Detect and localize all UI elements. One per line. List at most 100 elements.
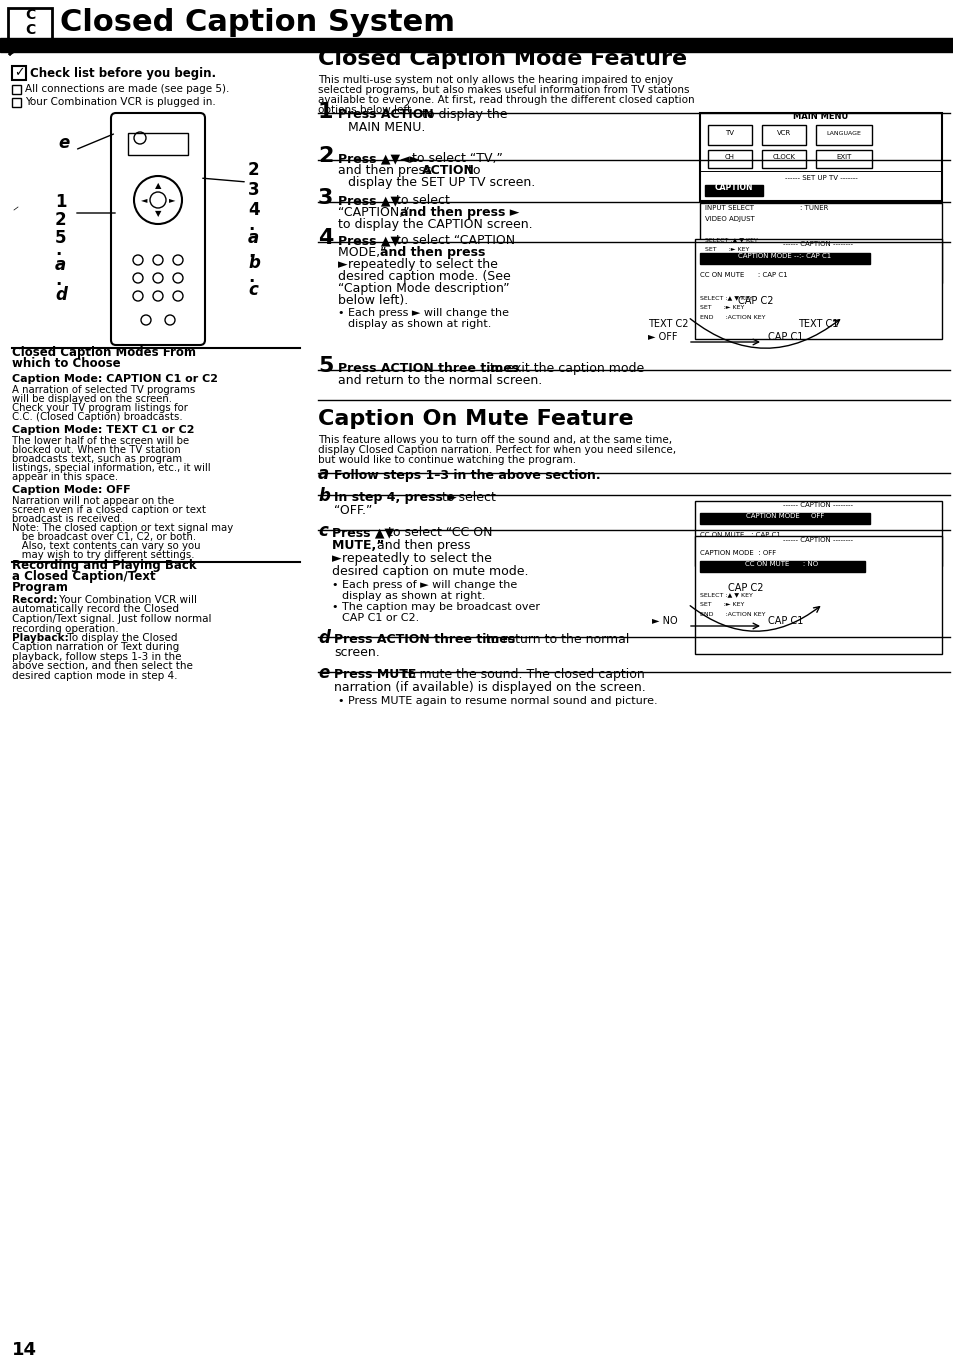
- Text: CC ON MUTE      : CAP C1: CC ON MUTE : CAP C1: [700, 272, 787, 278]
- Text: 2: 2: [317, 146, 333, 166]
- Text: TEXT C1: TEXT C1: [797, 319, 838, 329]
- Text: ✓: ✓: [13, 67, 24, 79]
- Text: 4: 4: [317, 229, 333, 248]
- Text: .: .: [55, 271, 61, 289]
- Bar: [700, 203, 941, 283]
- Text: All connections are made (see page 5).: All connections are made (see page 5).: [25, 84, 229, 94]
- Bar: [707, 151, 751, 168]
- Text: narration (if available) is displayed on the screen.: narration (if available) is displayed on…: [334, 680, 645, 694]
- Bar: [128, 133, 188, 155]
- Text: A narration of selected TV programs: A narration of selected TV programs: [12, 385, 195, 396]
- Bar: [12, 85, 21, 94]
- Text: CC ON MUTE      : NO: CC ON MUTE : NO: [744, 561, 818, 567]
- Bar: [700, 513, 869, 524]
- Text: d: d: [317, 628, 330, 648]
- Text: MODE,”: MODE,”: [337, 246, 390, 259]
- Text: repeatedly to select the: repeatedly to select the: [341, 552, 492, 565]
- Text: options below left.: options below left.: [317, 105, 414, 115]
- Text: and then press: and then press: [337, 164, 435, 177]
- Text: broadcasts text, such as program: broadcasts text, such as program: [12, 455, 182, 464]
- Text: Your Combination VCR will: Your Combination VCR will: [56, 596, 196, 605]
- Text: VCR: VCR: [776, 130, 790, 136]
- Text: 5: 5: [55, 229, 67, 246]
- Text: to select “TV,”: to select “TV,”: [408, 152, 502, 166]
- Text: to select “CAPTION: to select “CAPTION: [392, 234, 515, 246]
- Text: 14: 14: [12, 1342, 37, 1359]
- Text: and return to the normal screen.: and return to the normal screen.: [337, 374, 541, 387]
- Text: ------ CAPTION --------: ------ CAPTION --------: [782, 502, 852, 508]
- Text: Follow steps 1–3 in the above section.: Follow steps 1–3 in the above section.: [334, 470, 600, 482]
- Text: Caption Mode: CAPTION C1 or C2: Caption Mode: CAPTION C1 or C2: [12, 374, 218, 383]
- Text: “Caption Mode description”: “Caption Mode description”: [337, 282, 509, 294]
- Text: Press ▲▼◄►: Press ▲▼◄►: [337, 152, 419, 166]
- Text: SET      :► KEY: SET :► KEY: [704, 246, 749, 252]
- Text: will be displayed on the screen.: will be displayed on the screen.: [12, 394, 172, 404]
- Bar: [12, 66, 26, 79]
- Text: above section, and then select the: above section, and then select the: [12, 661, 193, 672]
- Text: to exit the caption mode: to exit the caption mode: [485, 361, 643, 375]
- Text: CAP C1: CAP C1: [767, 333, 802, 342]
- FancyBboxPatch shape: [111, 114, 205, 345]
- Text: Press ACTION: Press ACTION: [337, 108, 434, 120]
- Text: EXIT: EXIT: [836, 153, 851, 160]
- Text: INPUT SELECT: INPUT SELECT: [704, 205, 753, 211]
- Text: 3: 3: [248, 181, 259, 199]
- Text: • The caption may be broadcast over: • The caption may be broadcast over: [332, 602, 539, 612]
- Text: automatically record the Closed: automatically record the Closed: [12, 605, 179, 615]
- Text: Caption On Mute Feature: Caption On Mute Feature: [317, 409, 633, 428]
- Text: • Each press ► will change the: • Each press ► will change the: [337, 308, 509, 318]
- Text: Check your TV program listings for: Check your TV program listings for: [12, 402, 188, 413]
- Text: Caption Mode: OFF: Caption Mode: OFF: [12, 485, 131, 496]
- Text: CAP C2: CAP C2: [727, 583, 762, 593]
- Text: C.C. (Closed Caption) broadcasts.: C.C. (Closed Caption) broadcasts.: [12, 412, 182, 422]
- Text: repeatedly to select the: repeatedly to select the: [348, 257, 497, 271]
- Text: Note: The closed caption or text signal may: Note: The closed caption or text signal …: [12, 523, 233, 533]
- Bar: [704, 185, 762, 196]
- Text: Caption narration or Text during: Caption narration or Text during: [12, 642, 179, 653]
- Text: listings, special information, etc., it will: listings, special information, etc., it …: [12, 463, 211, 474]
- Text: 1: 1: [317, 103, 334, 122]
- Text: but would like to continue watching the program.: but would like to continue watching the …: [317, 455, 576, 465]
- Text: 2: 2: [55, 211, 67, 229]
- Text: .: .: [55, 241, 61, 259]
- Text: CAPTION MODE  : OFF: CAPTION MODE : OFF: [700, 550, 776, 556]
- Text: to select: to select: [392, 194, 450, 207]
- Text: ------ SET UP TV -------: ------ SET UP TV -------: [783, 175, 857, 181]
- Text: ►: ►: [332, 552, 346, 565]
- Text: 5: 5: [317, 356, 333, 376]
- Text: to return to the normal: to return to the normal: [481, 632, 629, 646]
- Text: Caption/Text signal. Just follow normal: Caption/Text signal. Just follow normal: [12, 615, 212, 624]
- Bar: [815, 125, 871, 145]
- Bar: [8, 8, 52, 47]
- Text: CAPTION MODE     OFF: CAPTION MODE OFF: [745, 513, 823, 519]
- Text: ▼: ▼: [154, 209, 161, 219]
- Bar: [0, 38, 953, 52]
- Text: • Each press of ► will change the: • Each press of ► will change the: [332, 580, 517, 590]
- Text: To display the Closed: To display the Closed: [64, 632, 177, 643]
- Text: CAP C2: CAP C2: [738, 296, 773, 307]
- Bar: [707, 125, 751, 145]
- Text: VIDEO ADJUST: VIDEO ADJUST: [704, 216, 754, 222]
- Text: to select: to select: [437, 491, 496, 504]
- Text: CAP C1: CAP C1: [767, 616, 802, 626]
- Text: display the SET UP TV screen.: display the SET UP TV screen.: [348, 177, 535, 189]
- Bar: [815, 151, 871, 168]
- Text: LANGUAGE: LANGUAGE: [825, 131, 861, 136]
- Text: MAIN MENU.: MAIN MENU.: [348, 120, 425, 134]
- Text: C: C: [25, 23, 35, 37]
- Text: d: d: [55, 286, 67, 304]
- Text: b: b: [317, 487, 330, 505]
- Text: Caption Mode: TEXT C1 or C2: Caption Mode: TEXT C1 or C2: [12, 424, 194, 435]
- Text: be broadcast over C1, C2, or both.: be broadcast over C1, C2, or both.: [12, 533, 196, 542]
- Text: Playback:: Playback:: [12, 632, 69, 643]
- Text: Press ACTION three times: Press ACTION three times: [334, 632, 515, 646]
- Bar: [761, 151, 805, 168]
- Bar: [700, 114, 941, 201]
- Text: and then press: and then press: [376, 539, 470, 552]
- Text: Closed Caption Modes From: Closed Caption Modes From: [12, 346, 195, 359]
- Text: selected programs, but also makes useful information from TV stations: selected programs, but also makes useful…: [317, 85, 689, 94]
- Bar: [700, 561, 864, 572]
- Text: CAP C1 or C2.: CAP C1 or C2.: [341, 613, 418, 623]
- Text: to display the CAPTION screen.: to display the CAPTION screen.: [337, 218, 532, 231]
- Text: ------ CAPTION --------: ------ CAPTION --------: [782, 537, 852, 543]
